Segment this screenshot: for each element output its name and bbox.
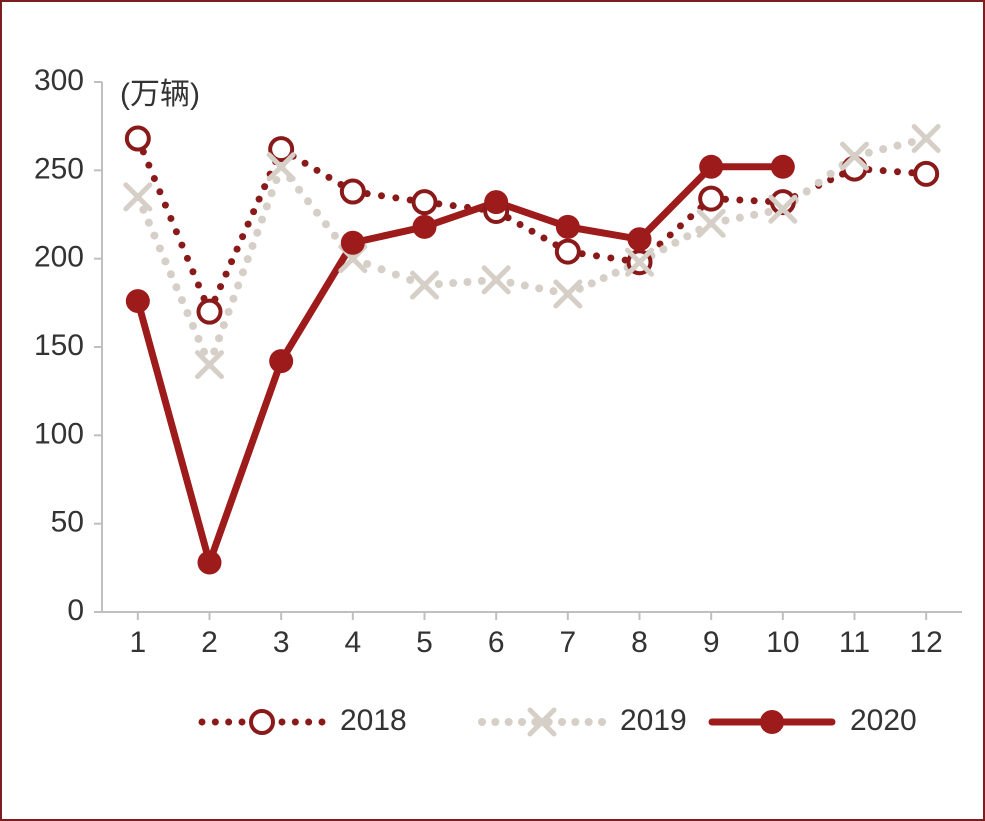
data-point <box>557 241 579 263</box>
data-point <box>342 181 364 203</box>
x-tick-label: 5 <box>416 626 433 659</box>
y-tick-label: 100 <box>34 417 84 450</box>
x-tick-label: 9 <box>703 626 720 659</box>
data-point <box>700 188 722 210</box>
series-line <box>138 167 783 563</box>
data-point <box>556 215 580 239</box>
data-point <box>413 215 437 239</box>
y-tick-label: 300 <box>34 64 84 97</box>
y-tick-label: 150 <box>34 329 84 362</box>
x-tick-label: 7 <box>559 626 576 659</box>
x-tick-label: 4 <box>344 626 361 659</box>
data-point <box>269 349 293 373</box>
chart-container: 050100150200250300123456789101112(万辆)201… <box>12 62 977 802</box>
data-point <box>699 155 723 179</box>
data-point <box>484 190 508 214</box>
y-tick-label: 50 <box>51 506 84 539</box>
x-tick-label: 12 <box>909 626 942 659</box>
data-point <box>760 710 784 734</box>
data-point <box>628 227 652 251</box>
legend-label: 2018 <box>340 704 407 737</box>
chart-frame: 050100150200250300123456789101112(万辆)201… <box>0 0 985 821</box>
series-line <box>134 135 929 315</box>
data-point <box>915 163 937 185</box>
y-tick-label: 0 <box>67 594 84 627</box>
x-tick-label: 1 <box>129 626 146 659</box>
x-tick-label: 10 <box>766 626 799 659</box>
series-line <box>134 135 930 369</box>
data-point <box>126 289 150 313</box>
data-point <box>341 231 365 255</box>
x-tick-label: 11 <box>839 626 870 659</box>
x-tick-label: 3 <box>273 626 290 659</box>
line-chart: 050100150200250300123456789101112(万辆)201… <box>12 62 977 802</box>
data-point <box>198 551 222 575</box>
data-point <box>414 191 436 213</box>
y-tick-label: 250 <box>34 152 84 185</box>
unit-label: (万辆) <box>120 78 200 111</box>
data-point <box>251 711 273 733</box>
x-tick-label: 6 <box>488 626 505 659</box>
x-tick-label: 2 <box>201 626 218 659</box>
data-point <box>127 128 149 150</box>
data-point <box>771 155 795 179</box>
legend-label: 2020 <box>850 704 917 737</box>
y-tick-label: 200 <box>34 241 84 274</box>
x-tick-label: 8 <box>631 626 648 659</box>
data-point <box>199 301 221 323</box>
legend-label: 2019 <box>620 704 687 737</box>
